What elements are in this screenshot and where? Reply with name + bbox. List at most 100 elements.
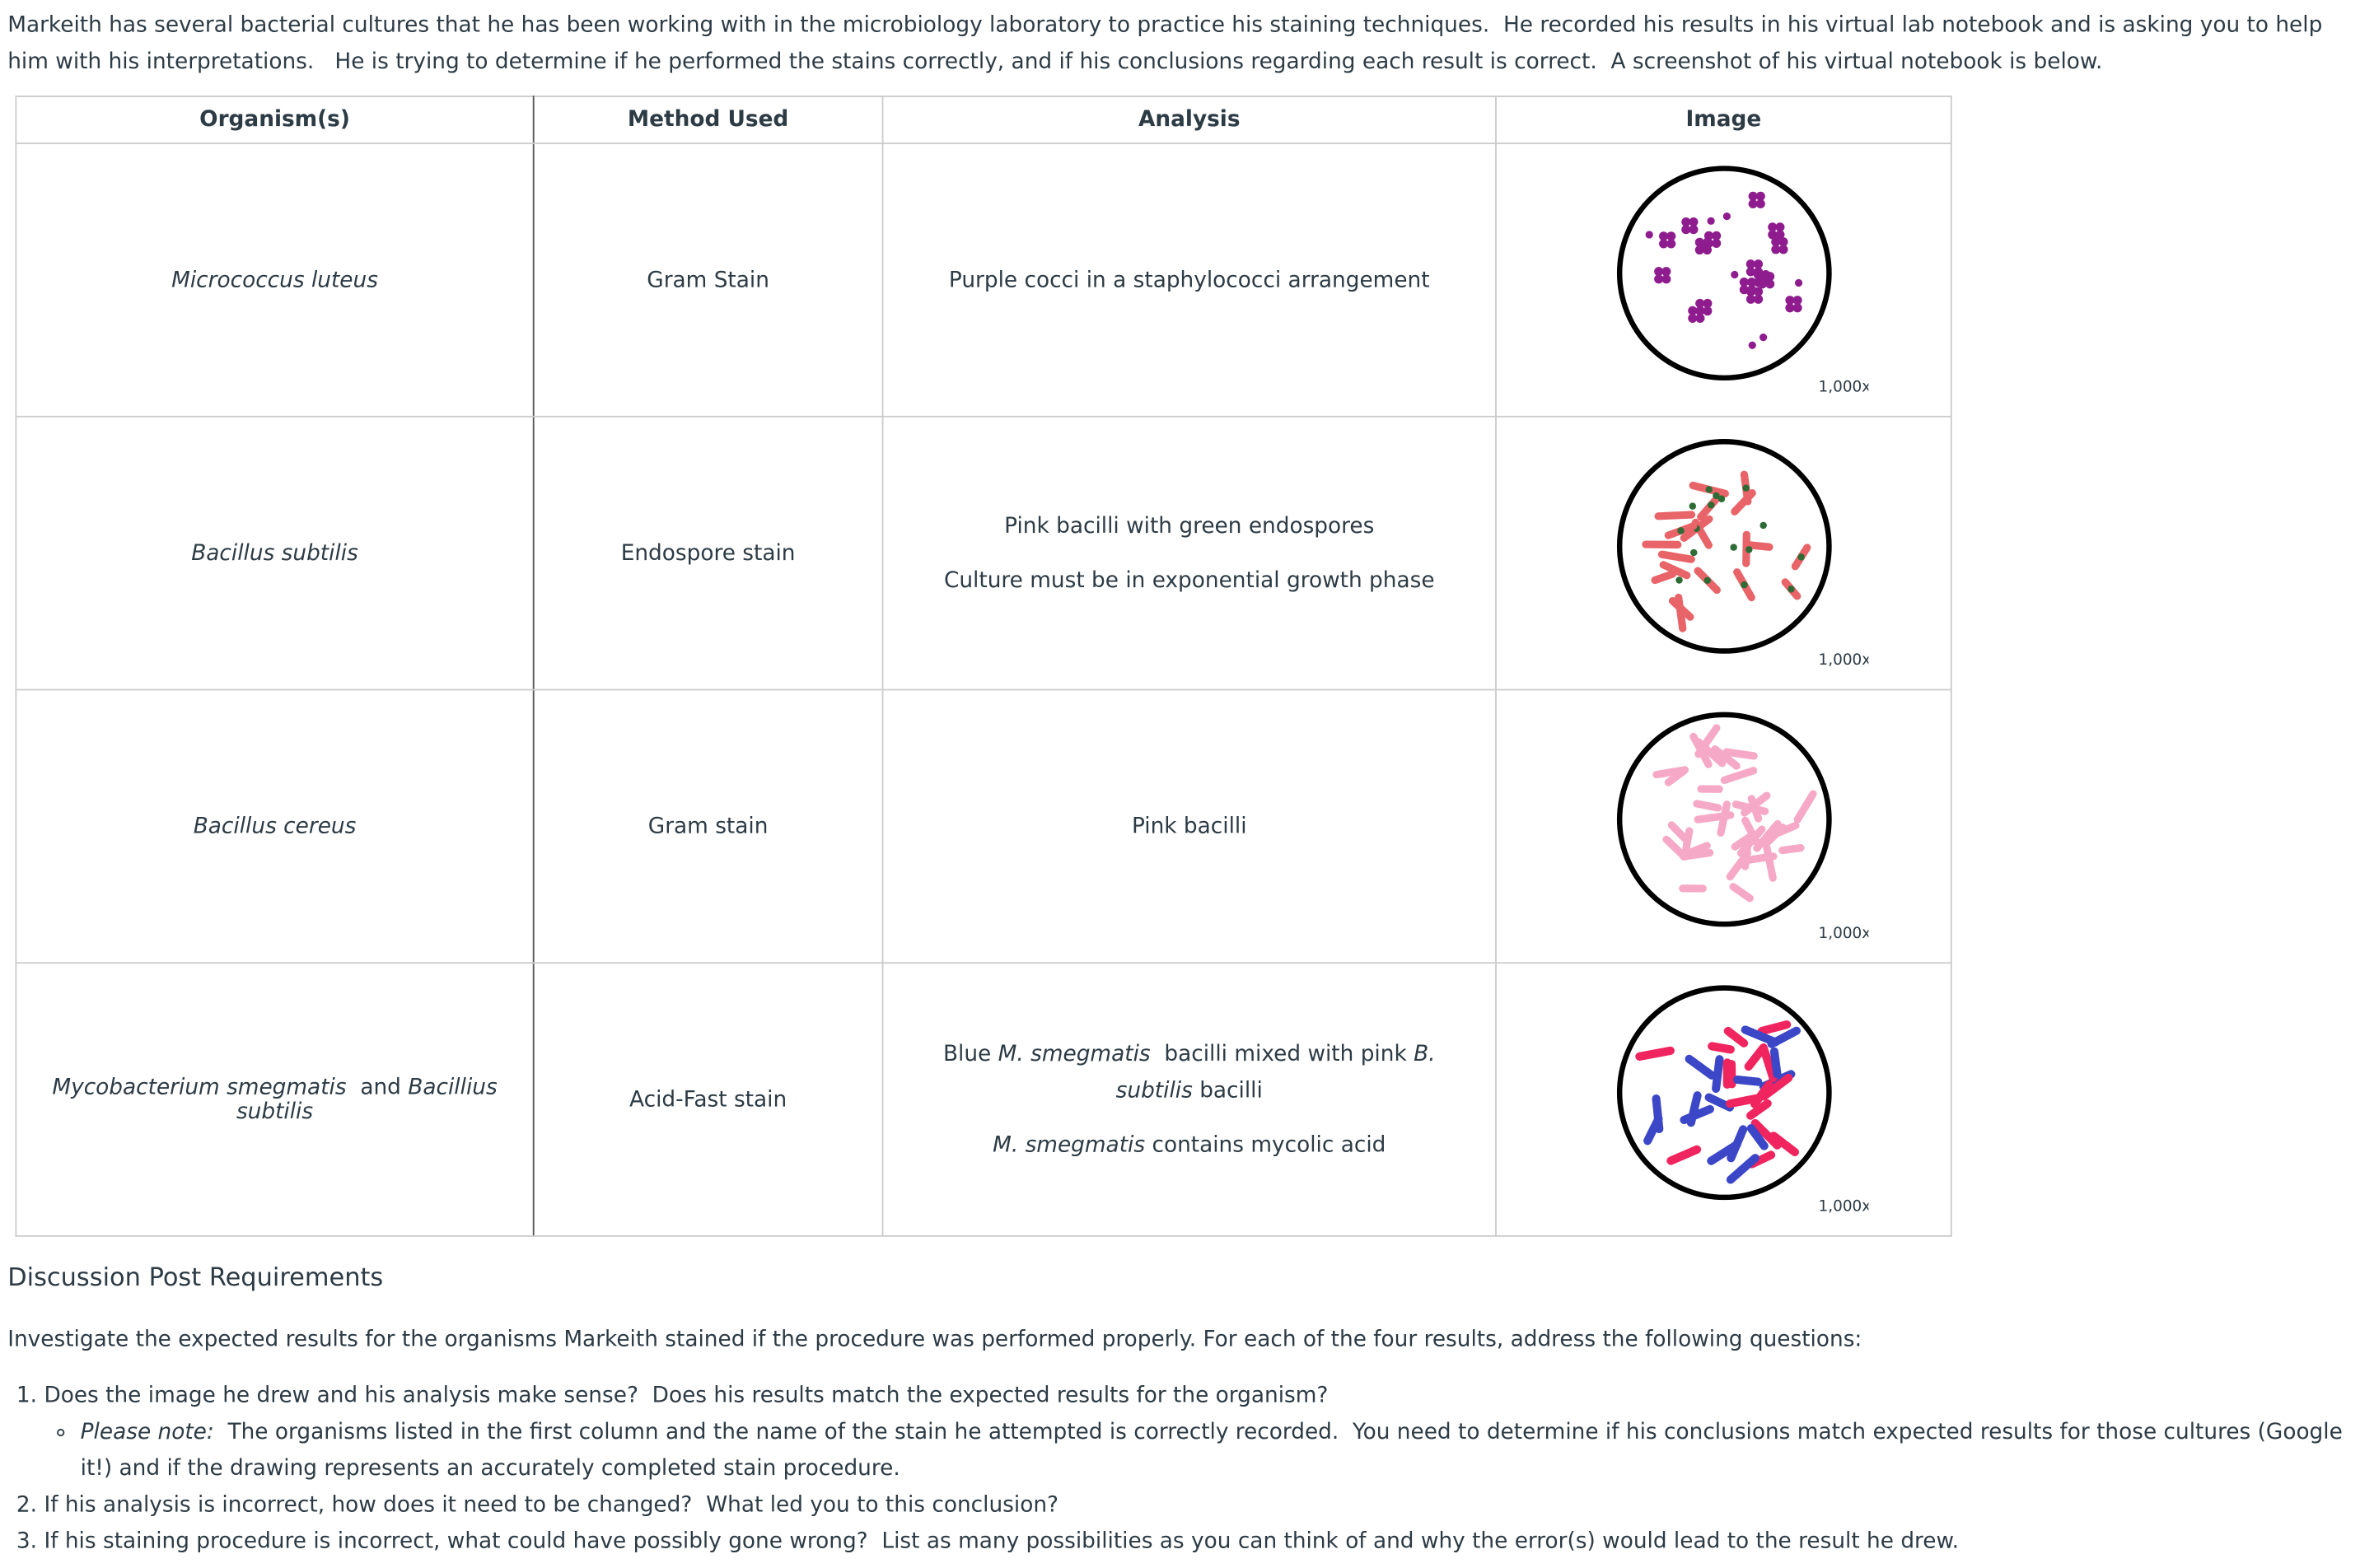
coccus <box>1770 244 1780 254</box>
coccus <box>1688 217 1698 226</box>
magnification-label: 1,000x <box>1818 377 1868 394</box>
text-segment: Micrococcus luteus <box>171 268 378 292</box>
text-segment: Mycobacterium smegmatis <box>52 1075 347 1100</box>
bacillus <box>1719 766 1757 784</box>
coccus <box>1694 298 1704 308</box>
endospore <box>1689 548 1697 556</box>
coccus <box>1746 284 1756 294</box>
instructions: Investigate the expected results for the… <box>7 1328 1862 1352</box>
coccus <box>1711 230 1721 240</box>
coccus <box>1680 217 1690 226</box>
bacillus <box>1634 1045 1675 1061</box>
column-header: Analysis <box>881 96 1497 145</box>
coccus <box>1738 284 1748 294</box>
table-row: Bacillus cereus Gram stain Pink bacilli 1,0… <box>15 688 1952 964</box>
bacillus <box>1652 765 1689 778</box>
coccus <box>1794 278 1802 287</box>
image-cell: 1,000x <box>1495 688 1952 964</box>
header-row: Organism(s) Method Used Analysis Image <box>15 96 1952 145</box>
cells <box>1644 190 1802 348</box>
micrograph: 1,000x <box>1616 711 1867 941</box>
coccus <box>1658 231 1668 240</box>
method-cell: Gram Stain <box>532 142 884 418</box>
coccus <box>1653 266 1663 276</box>
analysis-line: Blue M. smegmatis bacilli mixed with pin… <box>908 1036 1471 1108</box>
coccus <box>1706 216 1714 225</box>
coccus <box>1746 277 1756 287</box>
bacillus <box>1725 1153 1759 1183</box>
analysis-line: Pink bacilli <box>908 808 1471 844</box>
coccus <box>1688 224 1698 234</box>
endospore <box>1703 576 1711 584</box>
bacillus <box>1666 1144 1701 1164</box>
image-cell: 1,000x <box>1495 962 1952 1237</box>
coccus <box>1722 212 1731 220</box>
magnification-label: 1,000x <box>1818 1197 1868 1215</box>
cells <box>1652 723 1816 902</box>
endospore <box>1759 520 1767 529</box>
endospore <box>1676 526 1684 534</box>
bacillus <box>1725 848 1751 880</box>
micrograph: 1,000x <box>1616 984 1868 1215</box>
table-row: Bacillus subtilis Endospore stain Pink bac… <box>15 415 1952 691</box>
field-of-view <box>1616 165 1831 380</box>
bacillus <box>1722 747 1757 759</box>
coccus <box>1661 266 1671 276</box>
text-segment: Bacillius subtilis <box>236 1075 505 1124</box>
coccus <box>1792 302 1802 312</box>
cells <box>1641 469 1811 632</box>
bacillus <box>1730 488 1755 515</box>
analysis-line: Purple cocci in a staphylococci arrangem… <box>908 262 1471 298</box>
coccus <box>1767 229 1777 239</box>
coccus <box>1730 269 1738 278</box>
column-header: Method Used <box>532 96 884 145</box>
micrograph: 1,000x <box>1616 438 1867 668</box>
analysis-cell: Pink bacilli with green endospores Cultur… <box>881 415 1497 691</box>
endospore <box>1707 501 1714 508</box>
text-segment: and <box>346 1075 409 1100</box>
coccus <box>1745 266 1755 276</box>
section-heading: Discussion Post Requirements <box>7 1262 384 1292</box>
analysis-line: Culture must be in exponential growth ph… <box>908 562 1471 599</box>
bacillus <box>1743 1043 1767 1071</box>
endospore <box>1740 580 1747 588</box>
note: Please note: The organisms listed in the… <box>81 1414 2367 1486</box>
text-segment: Blue <box>942 1042 998 1066</box>
coccus <box>1778 236 1788 246</box>
question-text: If his staining procedure is incorrect, … <box>44 1529 1960 1554</box>
method-cell: Acid-Fast stain <box>532 962 884 1237</box>
bacillus <box>1707 1041 1734 1053</box>
bacillus <box>1756 1020 1791 1035</box>
analysis-line: M. smegmatis contains mycolic acid <box>908 1127 1471 1163</box>
image-cell: 1,000x <box>1495 415 1952 691</box>
bacillus <box>1643 1113 1662 1145</box>
coccus <box>1747 198 1757 208</box>
bacillus <box>1679 1104 1714 1124</box>
coccus <box>1757 278 1767 288</box>
image-cell: 1,000x <box>1495 142 1952 418</box>
bacillus <box>1740 791 1770 816</box>
bacillus <box>1769 1046 1781 1078</box>
coccus <box>1774 222 1784 231</box>
endospore <box>1729 543 1736 550</box>
coccus <box>1747 190 1757 200</box>
bacillus <box>1728 882 1754 902</box>
notebook-table: Organism(s) Method Used Analysis Image Micr… <box>15 96 1952 1237</box>
coccus <box>1753 293 1763 303</box>
coccus <box>1778 244 1788 254</box>
coccus <box>1745 259 1755 268</box>
coccus <box>1644 230 1652 238</box>
bacillus <box>1764 823 1786 845</box>
bacillus <box>1752 819 1781 852</box>
coccus <box>1702 298 1712 308</box>
text-segment: Culture must be in exponential growth ph… <box>943 568 1435 593</box>
bacillus <box>1778 843 1804 854</box>
text-segment: Bacillus subtilis <box>191 540 358 566</box>
coccus <box>1774 229 1784 239</box>
coccus <box>1666 238 1675 248</box>
cells <box>1634 1020 1801 1183</box>
text-segment: Pink bacilli <box>1131 814 1247 839</box>
text-segment: bacilli mixed with pink <box>1150 1042 1414 1066</box>
coccus <box>1764 271 1774 281</box>
organism-cell: Mycobacterium smegmatis and Bacillius su… <box>15 962 535 1237</box>
